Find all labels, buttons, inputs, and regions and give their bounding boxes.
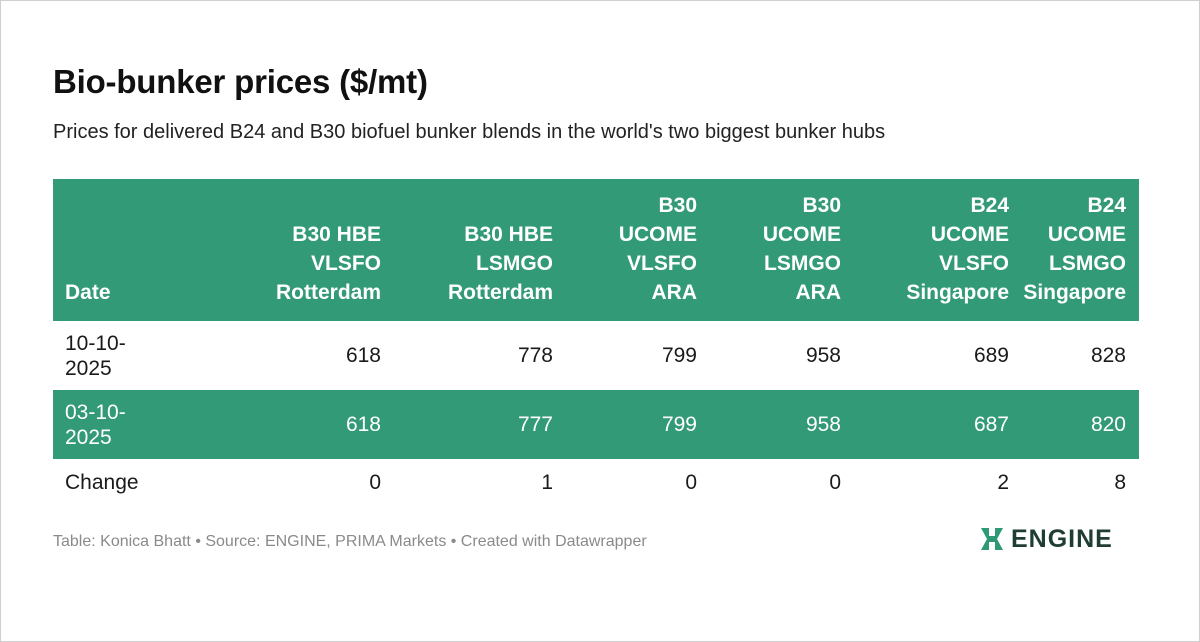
header-line: VLSFO <box>938 252 1009 275</box>
engine-logo: ENGINE <box>979 525 1113 553</box>
value-cell: 777 <box>517 413 553 436</box>
value-cell: 799 <box>661 413 697 436</box>
value-cell: 0 <box>829 470 841 494</box>
header-line: B30 HBE <box>464 223 553 246</box>
table-body: 10-10- 2025 618 778 799 958 689 828 03-1… <box>53 321 1139 505</box>
engine-logo-icon <box>981 528 1003 550</box>
header-row: Date B30 HBE VLSFO Rotterdam B30 HBE LSM… <box>53 179 1139 321</box>
header-line: LSMGO <box>1049 252 1126 275</box>
value-cell: 0 <box>369 470 381 494</box>
header-line: B24 <box>970 194 1009 217</box>
header-line: ARA <box>795 281 842 304</box>
value-cell: 820 <box>1090 413 1126 436</box>
value-cell: 799 <box>661 344 697 367</box>
table-header: Date B30 HBE VLSFO Rotterdam B30 HBE LSM… <box>53 179 1139 321</box>
value-cell: 689 <box>973 344 1009 367</box>
header-line: Singapore <box>906 281 1009 304</box>
value-cell: 687 <box>973 413 1009 436</box>
column-header-date[interactable]: Date <box>53 179 177 321</box>
price-table: Date B30 HBE VLSFO Rotterdam B30 HBE LSM… <box>53 179 1139 505</box>
header-line: Singapore <box>1023 281 1126 304</box>
value-cell: 618 <box>345 344 381 367</box>
column-header-b30-ucome-vlsfo-ara[interactable]: B30 UCOME VLSFO ARA <box>566 179 710 321</box>
column-header-b30-hbe-vlsfo-rotterdam[interactable]: B30 HBE VLSFO Rotterdam <box>177 179 394 321</box>
table-row: 10-10- 2025 618 778 799 958 689 828 <box>53 321 1139 390</box>
value-cell: 958 <box>805 344 841 367</box>
column-header-b24-ucome-vlsfo-singapore[interactable]: B24 UCOME VLSFO Singapore <box>854 179 1022 321</box>
value-cell: 0 <box>685 470 697 494</box>
header-line: LSMGO <box>476 252 553 275</box>
logo-text: ENGINE <box>1011 524 1113 553</box>
date-line: Change <box>65 470 139 494</box>
header-line: Rotterdam <box>275 281 381 304</box>
chart-title: Bio-bunker prices ($/mt) <box>53 63 428 100</box>
table-row: 03-10- 2025 618 777 799 958 687 820 <box>53 390 1139 459</box>
value-cell: 8 <box>1114 470 1126 494</box>
header-line: B24 <box>1087 194 1126 217</box>
header-line: UCOME <box>930 223 1009 246</box>
header-line: UCOME <box>762 223 841 246</box>
value-cell: 1 <box>541 470 553 494</box>
date-cell: Change <box>53 459 177 505</box>
value-cell: 618 <box>345 413 381 436</box>
header-line: UCOME <box>1047 223 1126 246</box>
date-line: 2025 <box>65 356 112 380</box>
date-line: 03-10- <box>65 400 126 424</box>
header-line: B30 HBE <box>292 223 381 246</box>
chart-footer: Table: Konica Bhatt • Source: ENGINE, PR… <box>53 533 647 550</box>
value-cell: 2 <box>997 470 1009 494</box>
header-line: VLSFO <box>626 252 697 275</box>
column-header-b24-ucome-lsmgo-singapore[interactable]: B24 UCOME LSMGO Singapore <box>1022 179 1139 321</box>
date-line: 10-10- <box>65 331 126 355</box>
header-line: ARA <box>651 281 698 304</box>
value-cell: 778 <box>517 344 553 367</box>
table-row: Change 0 1 0 0 2 8 <box>53 459 1139 505</box>
column-header-b30-ucome-lsmgo-ara[interactable]: B30 UCOME LSMGO ARA <box>710 179 854 321</box>
date-line: 2025 <box>65 425 112 449</box>
header-line: VLSFO <box>310 252 381 275</box>
value-cell: 958 <box>805 413 841 436</box>
chart-subtitle: Prices for delivered B24 and B30 biofuel… <box>53 121 886 143</box>
header-line: B30 <box>802 194 841 217</box>
date-cell: 10-10- 2025 <box>53 321 177 390</box>
header-line: Rotterdam <box>447 281 553 304</box>
column-header-b30-hbe-lsmgo-rotterdam[interactable]: B30 HBE LSMGO Rotterdam <box>394 179 566 321</box>
value-cell: 828 <box>1090 344 1126 367</box>
header-line: UCOME <box>618 223 697 246</box>
header-line: LSMGO <box>764 252 841 275</box>
date-cell: 03-10- 2025 <box>53 390 177 459</box>
header-line: Date <box>65 281 111 304</box>
header-line: B30 <box>658 194 697 217</box>
